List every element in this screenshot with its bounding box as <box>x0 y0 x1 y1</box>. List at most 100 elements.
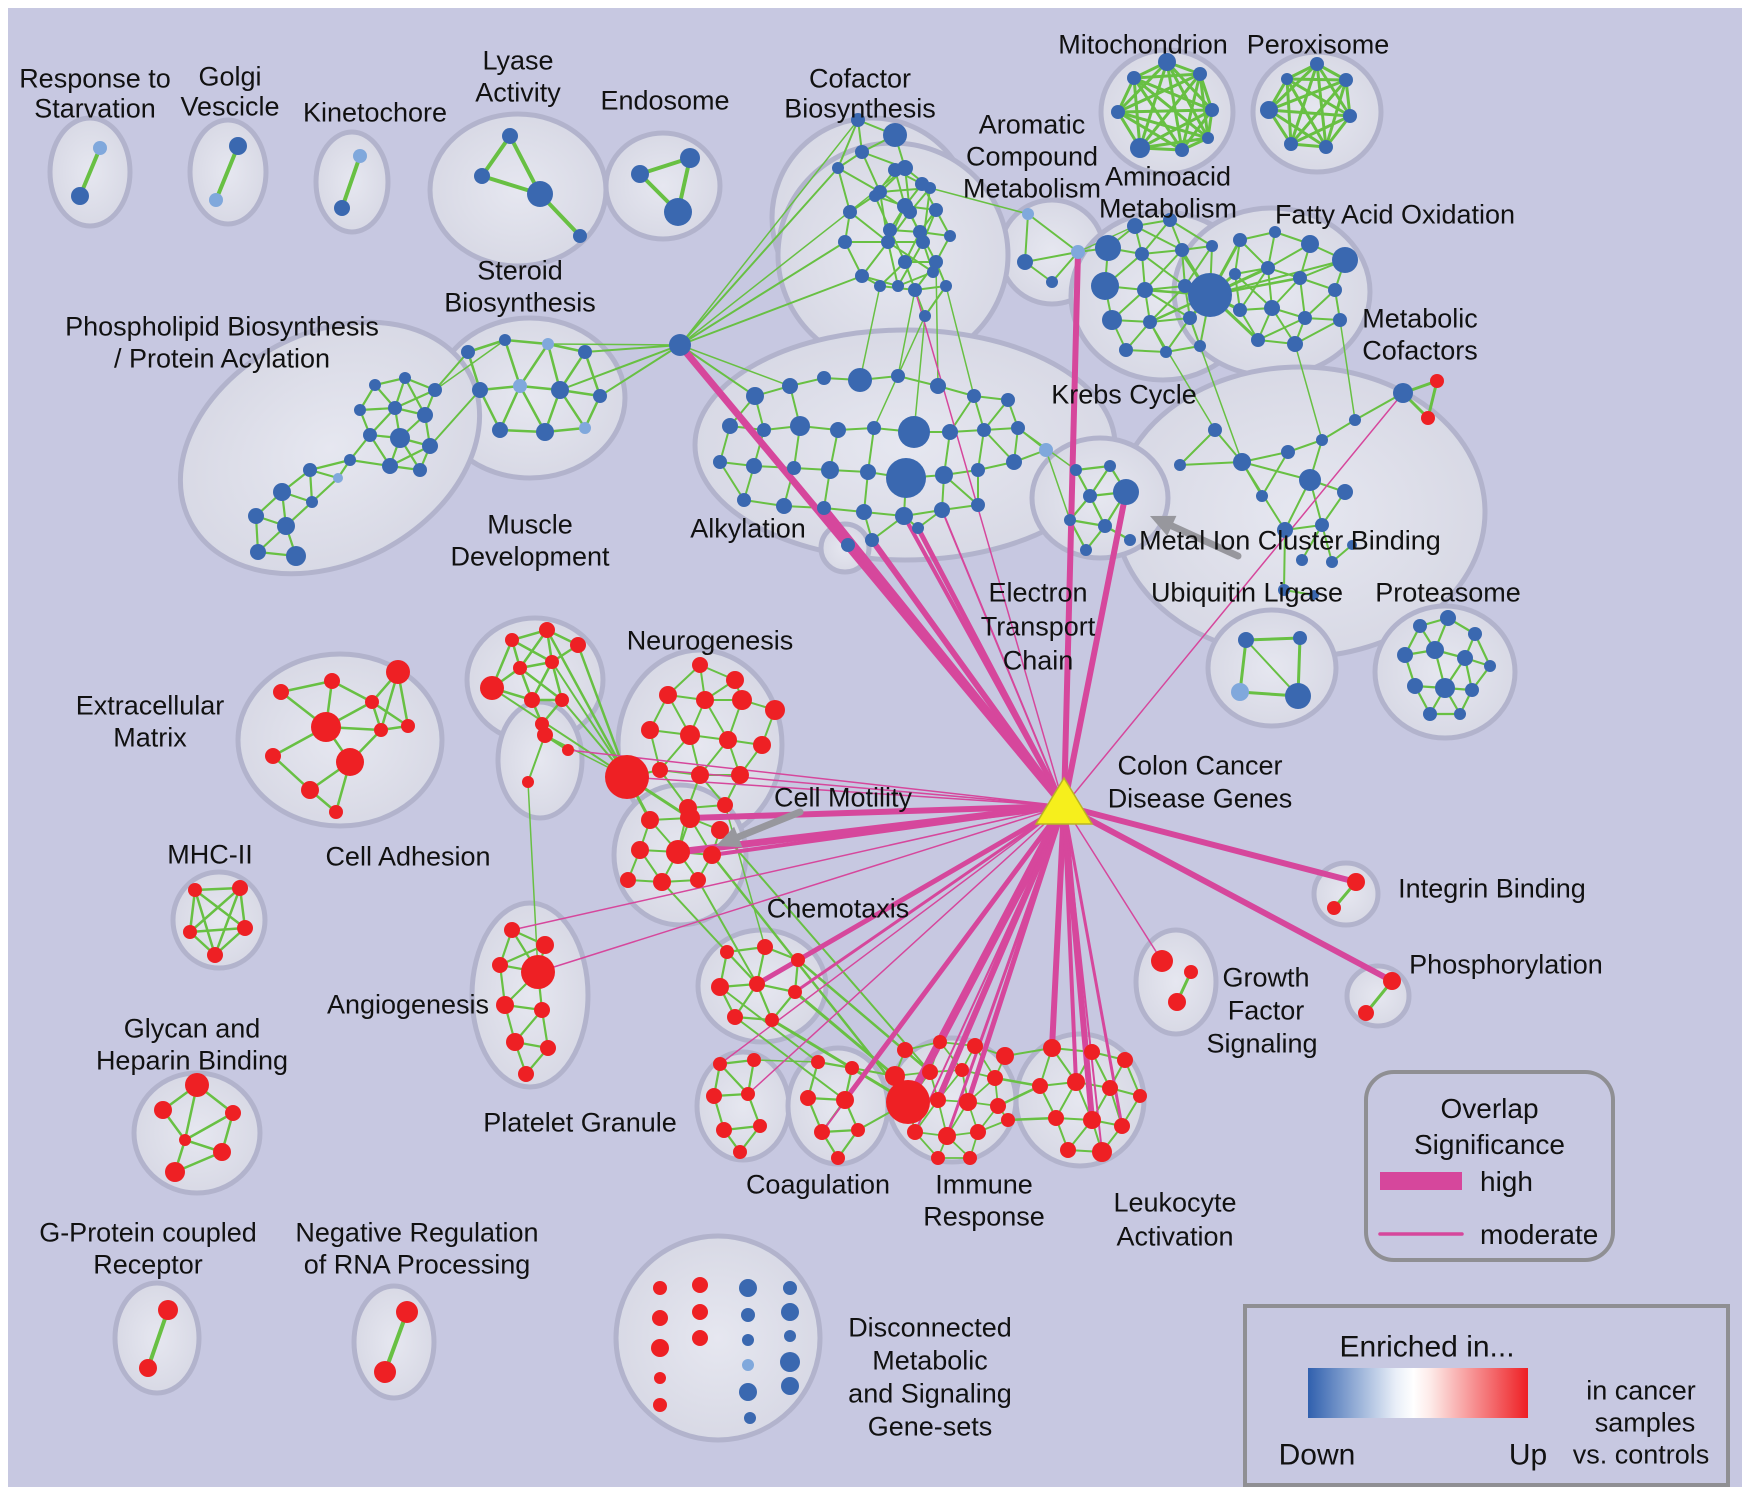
gene-set-node <box>848 368 872 392</box>
edge-green <box>929 187 1029 215</box>
gene-set-node <box>955 1063 969 1077</box>
gene-set-node <box>237 920 253 936</box>
gene-set-node <box>713 455 727 469</box>
gene-set-node <box>654 1372 666 1384</box>
gene-set-node <box>570 637 586 653</box>
edge-green <box>837 167 881 193</box>
gene-set-node <box>573 229 587 243</box>
gene-set-node <box>578 345 592 359</box>
cluster-label: Vescicle <box>180 91 279 121</box>
edge-overlap-significance <box>537 805 1065 973</box>
edge-green <box>434 351 469 391</box>
gene-set-node <box>883 123 907 147</box>
edge-green <box>1289 62 1319 146</box>
gene-set-node <box>1423 707 1437 721</box>
gene-set-node <box>831 1151 845 1165</box>
cluster-label: Matrix <box>113 722 187 752</box>
gene-set-node <box>817 501 831 515</box>
cluster-ellipse-angiogenesis <box>469 900 591 1090</box>
gene-set-node <box>232 880 248 896</box>
edge-green <box>1006 1116 1058 1122</box>
cluster-label: Kinetochore <box>303 97 447 127</box>
gene-set-node <box>1407 678 1423 694</box>
legend-title: Enriched in... <box>1339 1331 1514 1364</box>
edge-green <box>214 144 240 202</box>
gene-set-node <box>711 821 729 839</box>
edge-overlap-significance <box>914 805 1065 1133</box>
edge-overlap-significance <box>1063 805 1163 962</box>
gene-set-node <box>536 423 554 441</box>
gene-set-node <box>739 1383 757 1401</box>
gene-set-node <box>534 1002 550 1018</box>
enriched-in-legend-box <box>1243 1304 1730 1487</box>
gene-set-node <box>1098 519 1112 533</box>
edge-green <box>146 1308 170 1370</box>
gene-set-node <box>1484 660 1496 672</box>
edge-green <box>753 1059 819 1063</box>
gene-set-node <box>1465 683 1479 697</box>
edge-green <box>1132 76 1214 112</box>
gene-set-node <box>664 198 692 226</box>
edge-green <box>480 134 512 178</box>
edge-overlap-significance <box>869 537 1067 809</box>
cluster-label: Transport <box>981 611 1096 641</box>
gene-set-node <box>971 463 985 477</box>
cluster-label: Endosome <box>600 85 729 115</box>
gene-set-node <box>930 378 946 394</box>
gene-set-node <box>790 416 810 436</box>
gene-set-node <box>139 1359 157 1377</box>
gene-set-node <box>726 671 744 689</box>
gene-set-node <box>944 230 956 242</box>
edge-overlap-significance <box>1061 489 1129 809</box>
gene-set-node <box>1269 226 1281 238</box>
gene-set-node <box>545 655 559 669</box>
gene-set-node <box>652 1310 668 1326</box>
gene-set-node <box>225 1105 241 1121</box>
gene-set-node <box>1070 464 1082 476</box>
gene-set-node <box>1117 1052 1133 1068</box>
gene-set-node <box>929 203 943 217</box>
gene-set-node <box>938 1127 956 1145</box>
gene-set-node <box>374 1361 396 1383</box>
gene-set-node <box>555 693 569 707</box>
gene-set-node <box>71 187 89 205</box>
gene-set-node <box>273 684 289 700</box>
edge-green <box>429 389 481 447</box>
cluster-label: Alkylation <box>690 513 806 543</box>
edge-green <box>1289 78 1348 146</box>
gene-set-node <box>1277 522 1293 538</box>
edge-green <box>924 285 947 317</box>
gene-set-node <box>1006 454 1022 470</box>
gene-set-node <box>783 1281 797 1295</box>
gene-set-node <box>838 235 852 249</box>
gene-set-node <box>886 458 926 498</box>
edge-green <box>584 344 681 353</box>
cluster-label: Phosphorylation <box>1409 949 1603 979</box>
gene-set-node <box>915 177 929 191</box>
edge-green <box>188 926 247 934</box>
edge-green <box>1132 76 1210 140</box>
gene-set-node <box>851 113 865 127</box>
gene-set-node <box>324 673 340 689</box>
gene-set-node <box>413 463 427 477</box>
gene-set-node <box>912 522 924 534</box>
gene-set-node <box>898 255 912 269</box>
gene-set-node <box>344 454 356 466</box>
cluster-label: Metal Ion Cluster Binding <box>1139 525 1441 555</box>
gene-set-node <box>669 334 691 356</box>
gene-set-node <box>188 883 202 897</box>
gene-set-node <box>706 1088 722 1104</box>
gene-set-node <box>286 546 306 566</box>
gene-set-node <box>1127 218 1143 234</box>
gene-set-node <box>1310 57 1324 71</box>
gene-set-node <box>1113 479 1139 505</box>
gene-set-node <box>765 700 785 720</box>
gene-set-node <box>536 936 554 954</box>
legend-item-label: Up <box>1509 1439 1547 1472</box>
gene-set-node <box>935 466 953 484</box>
gene-set-node <box>1184 965 1198 979</box>
gene-set-node <box>213 1143 231 1161</box>
edge-green <box>527 734 546 783</box>
edge-overlap-significance <box>793 804 1066 994</box>
gene-set-node <box>1206 240 1218 252</box>
